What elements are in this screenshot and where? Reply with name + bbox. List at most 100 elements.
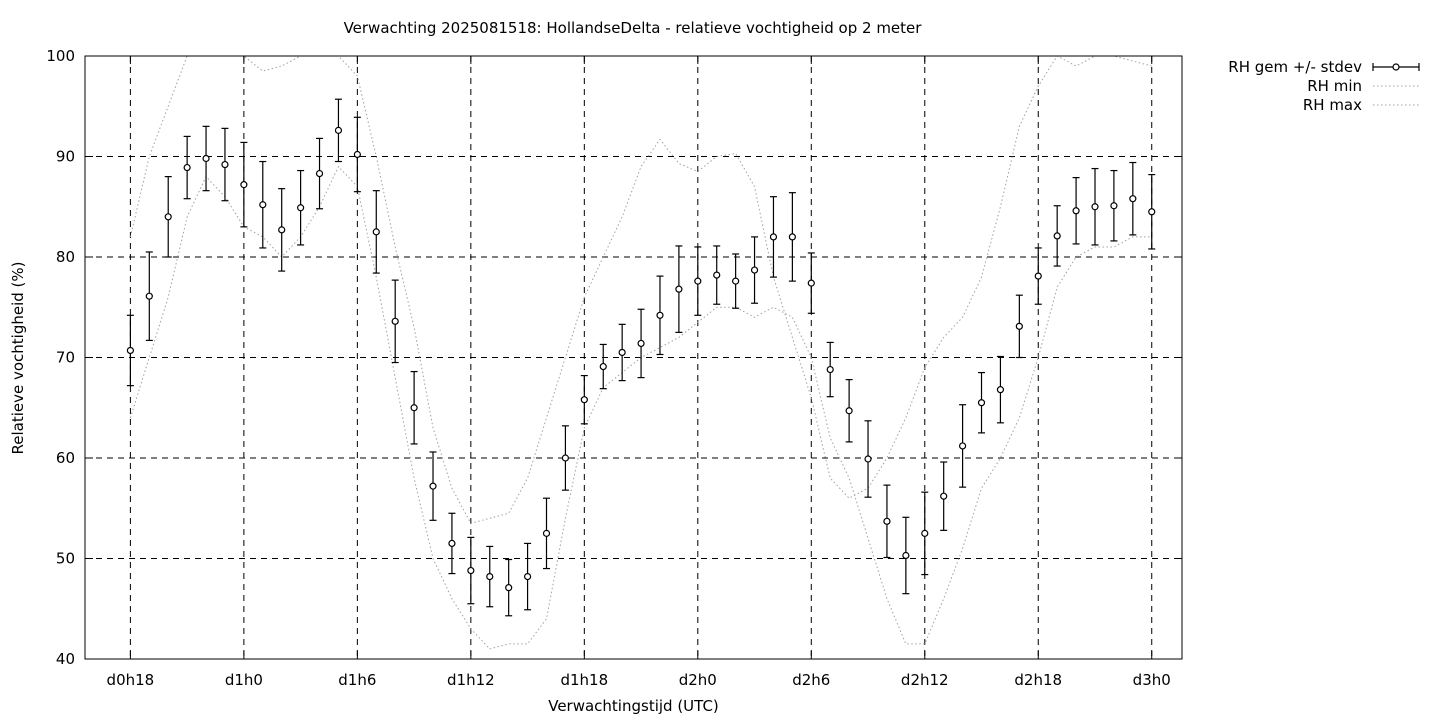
errorbar-point: [448, 512, 456, 575]
mean-marker: [675, 285, 683, 293]
errorbar-point: [429, 451, 437, 521]
errorbar-point: [958, 404, 967, 488]
mean-marker: [599, 362, 607, 371]
mean-marker: [202, 154, 210, 163]
y-tick-label: 70: [56, 349, 75, 367]
errorbar-point: [467, 536, 475, 605]
x-tick-label: d3h0: [1133, 671, 1171, 689]
errorbar-point: [523, 542, 532, 611]
errorbar-point: [297, 169, 305, 246]
mean-marker: [788, 233, 796, 241]
errorbar-point: [278, 188, 286, 272]
errorbar-point: [1034, 247, 1042, 305]
x-tick-label: d2h18: [1014, 671, 1062, 689]
errorbar-point: [372, 190, 380, 274]
y-tick-label: 50: [56, 550, 75, 568]
mean-marker: [883, 517, 891, 525]
errorbar-point: [1091, 167, 1099, 246]
errorbar-point: [561, 425, 570, 491]
errorbar-point: [259, 160, 267, 249]
y-tick-label: 100: [46, 47, 75, 65]
errorbar-point: [977, 371, 986, 434]
mean-marker: [315, 169, 324, 178]
rh-max-series: [129, 55, 1152, 524]
errorbar-point: [486, 545, 494, 608]
chart-title: Verwachting 2025081518: HollandseDelta -…: [343, 19, 922, 37]
errorbar-point: [637, 308, 645, 379]
mean-marker: [429, 482, 437, 490]
errorbar-point: [864, 420, 872, 498]
errorbar-point: [164, 176, 172, 258]
errorbar-point: [940, 461, 948, 531]
mean-marker: [523, 572, 532, 581]
mean-marker: [637, 339, 645, 348]
errorbar-point: [732, 253, 740, 309]
mean-marker: [278, 226, 286, 234]
mean-marker: [221, 160, 229, 169]
rh-mean-errorbar-series: [126, 98, 1156, 617]
mean-marker: [1053, 232, 1061, 240]
errorbar-point: [542, 497, 551, 570]
errorbar-point: [826, 341, 834, 398]
mean-marker: [732, 277, 740, 285]
mean-marker: [1015, 322, 1023, 330]
x-tick-label: d2h6: [792, 671, 830, 689]
errorbar-point: [599, 343, 607, 390]
mean-marker: [372, 228, 380, 236]
x-tick-label: d0h18: [107, 671, 155, 689]
mean-marker: [656, 311, 664, 319]
mean-marker: [940, 492, 948, 500]
errorbar-point: [315, 137, 324, 210]
mean-marker: [1072, 207, 1080, 215]
x-tick-label: d2h12: [901, 671, 949, 689]
errorbar-point: [713, 245, 721, 305]
axes: 40 50 60 70 80 90 100 d0h18 d1h0 d1h6 d1h12 d1h18 d2…: [46, 47, 1182, 689]
rh-max-line: [129, 55, 1152, 524]
rh-min-series: [129, 165, 1152, 650]
errorbar-point: [1053, 205, 1061, 267]
rh-min-line: [129, 165, 1152, 650]
mean-marker: [580, 396, 588, 404]
mean-marker: [183, 163, 191, 172]
x-tick-label: d2h0: [679, 671, 717, 689]
mean-marker: [259, 201, 267, 209]
errorbar-point: [788, 192, 796, 282]
mean-marker: [921, 529, 929, 537]
mean-marker: [1110, 202, 1118, 210]
errorbar-point: [694, 246, 702, 316]
mean-marker: [977, 399, 986, 407]
mean-marker: [486, 572, 494, 581]
mean-marker: [145, 292, 153, 300]
mean-marker: [391, 317, 399, 325]
errorbar-point: [410, 370, 418, 445]
legend-swatch-marker: [1392, 63, 1400, 71]
mean-marker: [353, 150, 361, 159]
mean-marker: [807, 279, 815, 287]
mean-marker: [1148, 208, 1156, 216]
errorbar-point: [221, 127, 229, 202]
errorbar-point: [807, 252, 815, 314]
errorbar-point: [921, 491, 929, 576]
errorbar-point: [183, 135, 191, 200]
errorbar-point: [750, 236, 759, 304]
errorbar-point: [845, 379, 853, 443]
mean-marker: [164, 213, 172, 221]
mean-marker: [467, 566, 475, 575]
errorbar-point: [1148, 173, 1156, 250]
mean-marker: [996, 386, 1005, 394]
y-axis-label: Relatieve vochtigheid (%): [9, 261, 27, 455]
x-axis-label: Verwachtingstijd (UTC): [548, 697, 719, 715]
errorbar-point: [996, 355, 1005, 424]
y-tick-label: 90: [56, 148, 75, 166]
grid-lines: [85, 56, 1182, 659]
errorbar-point: [1015, 294, 1023, 359]
errorbar-point: [580, 374, 588, 425]
mean-marker: [694, 277, 702, 285]
x-tick-label: d1h18: [560, 671, 608, 689]
errorbar-point: [883, 484, 891, 559]
errorbar-point: [902, 516, 910, 595]
errorbar-point: [1110, 169, 1118, 242]
x-tick-label: d1h0: [225, 671, 263, 689]
y-tick-label: 60: [56, 449, 75, 467]
